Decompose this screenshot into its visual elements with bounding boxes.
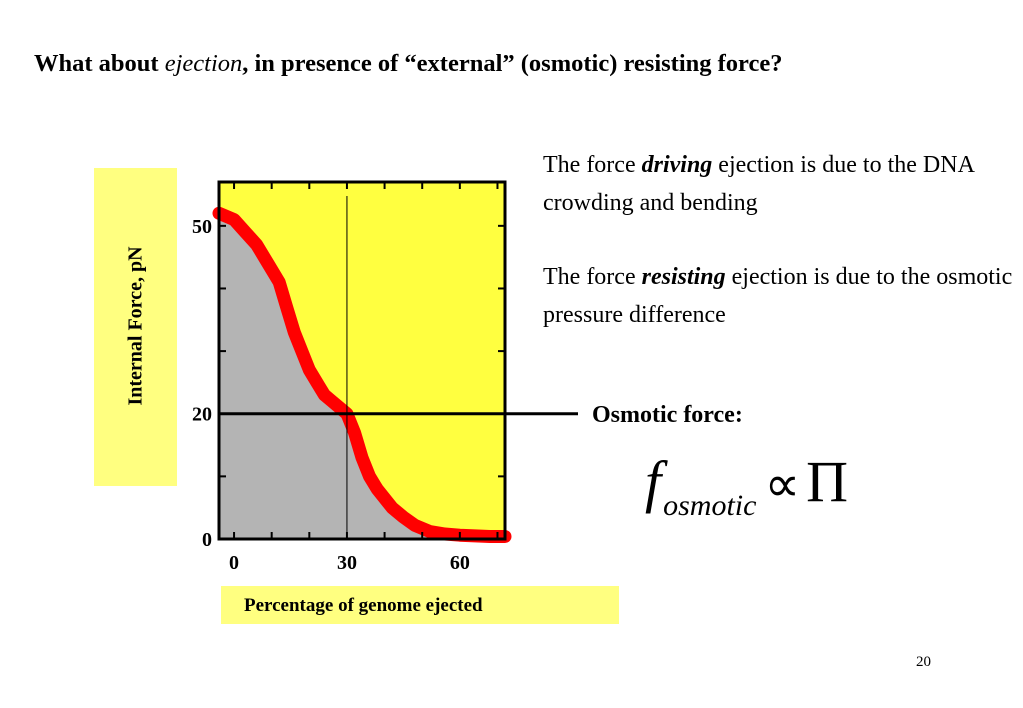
y-tick-label: 50 <box>192 216 212 238</box>
osmotic-formula: fosmotic ∝ Π <box>645 448 849 522</box>
x-tick-label: 0 <box>229 552 239 574</box>
area-fill <box>219 213 505 540</box>
x-tick-label: 30 <box>337 552 357 574</box>
title-suffix: , in presence of “external” (osmotic) re… <box>242 50 783 77</box>
title-emphasis: ejection <box>164 50 243 77</box>
slide-title: What about ejection, in presence of “ext… <box>34 50 1014 78</box>
x-tick-label: 60 <box>450 552 470 574</box>
plot-border <box>217 180 507 541</box>
tick-labels: 0 30 60 0 20 50 <box>192 216 470 574</box>
para1-emphasis: driving <box>641 152 713 178</box>
page-number: 20 <box>916 654 931 670</box>
osmotic-force-label: Osmotic force: <box>592 402 743 428</box>
y-axis-label-box <box>94 168 177 486</box>
formula-symbol: f <box>645 449 662 514</box>
driving-force-text: The force driving ejection is due to the… <box>543 146 1013 222</box>
resisting-force-text: The force resisting ejection is due to t… <box>543 258 1013 334</box>
x-axis-label: Percentage of genome ejected <box>244 595 483 616</box>
para1-before: The force <box>543 152 642 178</box>
para2-before: The force <box>543 264 642 290</box>
formula-rhs: Π <box>806 449 849 514</box>
y-tick-label: 0 <box>202 529 212 551</box>
para2-emphasis: resisting <box>641 264 726 290</box>
para1-after: ejection is due to the DNA crowding and … <box>543 152 974 216</box>
x-axis-label-box <box>221 586 619 624</box>
formula-operator: ∝ <box>764 456 801 512</box>
formula-subscript: osmotic <box>663 489 757 522</box>
para2-after: ejection is due to the osmotic pressure … <box>543 264 1013 328</box>
y-tick-label: 20 <box>192 404 212 426</box>
title-prefix: What about <box>34 50 165 77</box>
